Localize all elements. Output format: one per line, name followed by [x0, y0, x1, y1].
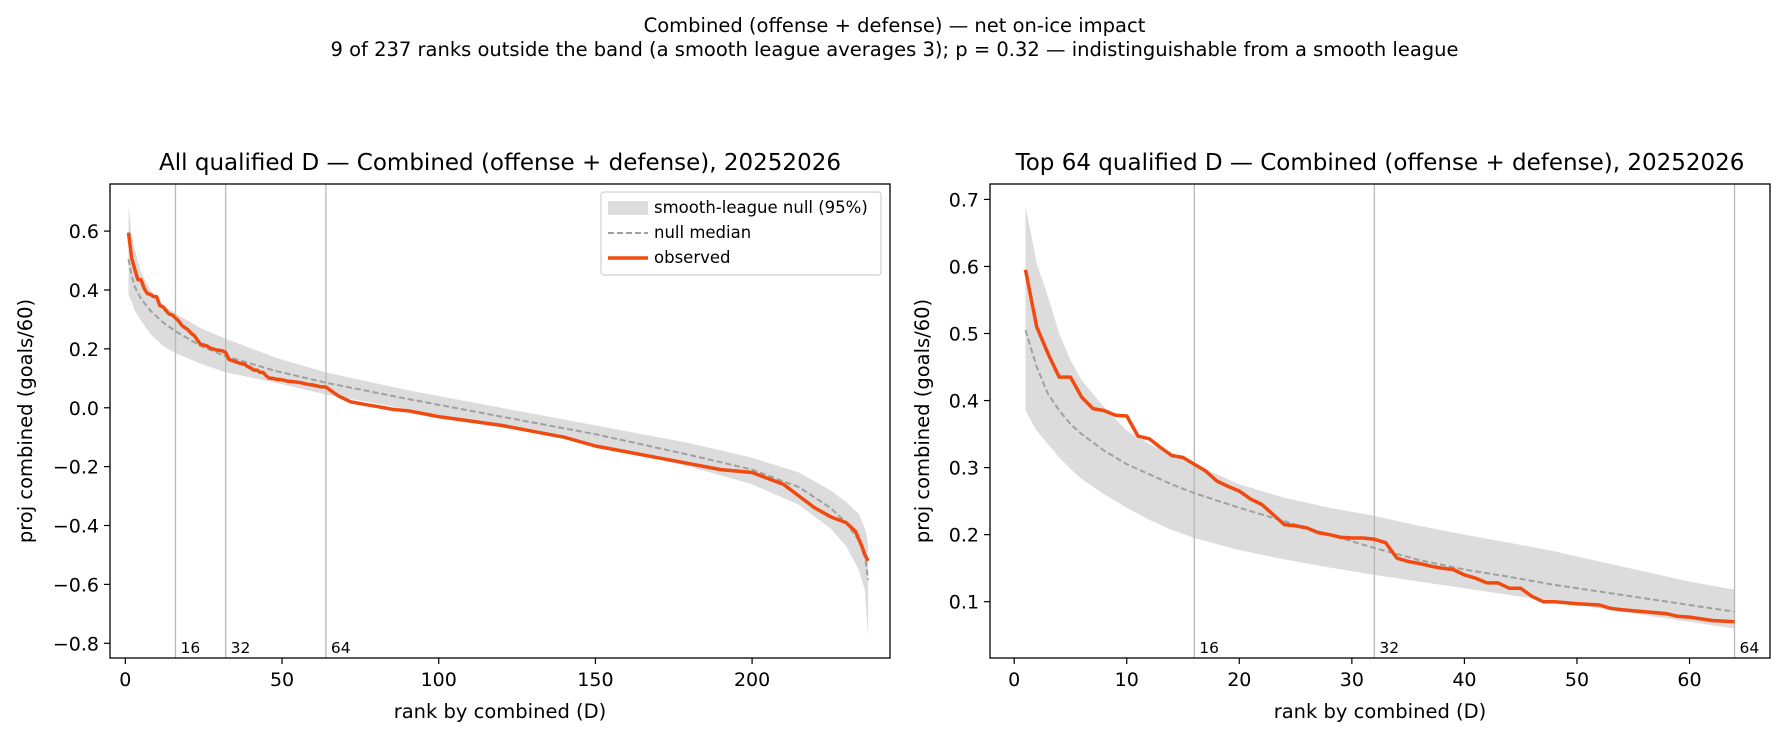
x-tick-label: 30 [1340, 669, 1364, 691]
panel-top-64: 16 32 64 0 10 20 30 40 50 60 0.1 0.2 0.3 0.4 0.5 0.6 0.… [911, 150, 1771, 723]
legend-observed-label: observed [654, 248, 731, 267]
y-tick-label: 0.5 [949, 324, 979, 346]
panel-title: Top 64 qualified D — Combined (offense +… [1015, 150, 1745, 176]
y-tick-label: 0.4 [949, 391, 979, 413]
x-tick-label: 10 [1115, 669, 1139, 691]
plot-frame [109, 183, 891, 659]
legend-frame [600, 191, 882, 276]
x-tick-label: 20 [1227, 669, 1251, 691]
x-tick-label: 60 [1677, 669, 1701, 691]
suptitle-line-1: Combined (offense + defense) — net on-ic… [643, 14, 1146, 37]
y-tick-label: 0.7 [949, 189, 979, 211]
x-tick-label: 0 [119, 669, 131, 691]
legend-band-label: smooth-league null (95%) [654, 198, 868, 217]
y-tick-label: −0.4 [53, 516, 99, 538]
null-band-group [1025, 206, 1735, 629]
y-tick-label: 0.1 [949, 592, 979, 614]
rank-line-label-32: 32 [1379, 639, 1399, 657]
legend: smooth-league null (95%) null median obs… [600, 191, 882, 276]
null-median-group [127, 258, 870, 581]
null-band-group [128, 204, 869, 638]
x-axis-label: rank by combined (D) [394, 700, 607, 723]
x-tick-label: 150 [577, 669, 613, 691]
suptitle-line-2: 9 of 237 ranks outside the band (a smoot… [330, 38, 1459, 61]
y-tick-label: 0.2 [69, 339, 99, 361]
plot-frame [989, 183, 1771, 659]
panel-title: All qualified D — Combined (offense + de… [159, 150, 841, 176]
null-median-group [1024, 329, 1735, 613]
legend-median-label: null median [654, 223, 751, 242]
null-median-line [1024, 329, 1735, 613]
observed-line [126, 232, 870, 562]
y-tick-label: −0.8 [53, 633, 99, 655]
rank-line-label-64: 64 [331, 639, 351, 657]
y-tick-label: 0.2 [949, 525, 979, 547]
rank-line-label-64: 64 [1740, 639, 1760, 657]
rank-line-label-16: 16 [1199, 639, 1219, 657]
x-axis-label: rank by combined (D) [1274, 700, 1487, 723]
figure-suptitle: Combined (offense + defense) — net on-ic… [0, 14, 1789, 62]
y-tick-label: 0.4 [69, 280, 99, 302]
observed-group [126, 232, 870, 562]
y-axis-label: proj combined (goals/60) [14, 299, 37, 543]
observed-group [1023, 269, 1735, 624]
x-tick-label: 200 [734, 669, 770, 691]
x-tick-label: 50 [1565, 669, 1589, 691]
y-axis-label: proj combined (goals/60) [911, 299, 934, 543]
axes-group: 0 50 100 150 200 −0.8 −0.6 −0.4 −0.2 0.0 0.2 0.4 0.6 [53, 183, 891, 691]
null-band [1025, 206, 1735, 629]
y-tick-label: 0.0 [69, 398, 99, 420]
y-tick-label: −0.6 [53, 574, 99, 596]
x-tick-label: 50 [270, 669, 294, 691]
axes-group: 0 10 20 30 40 50 60 0.1 0.2 0.3 0.4 0.5 0.6 0.7 [949, 183, 1771, 691]
rank-lines-group: 16 32 64 [174, 184, 351, 658]
y-tick-label: 0.6 [69, 221, 99, 243]
x-tick-label: 0 [1008, 669, 1020, 691]
legend-band-swatch [608, 201, 648, 215]
rank-line-label-16: 16 [180, 639, 200, 657]
rank-line-label-32: 32 [231, 639, 251, 657]
panel-all-qualified: 16 32 64 0 50 100 150 200 −0.8 −0.6 −0.4 −0.2 0.0 0.… [14, 150, 891, 723]
x-tick-label: 40 [1452, 669, 1476, 691]
rank-lines-group: 16 32 64 [1193, 184, 1760, 658]
y-tick-label: 0.6 [949, 256, 979, 278]
null-band [128, 204, 869, 638]
x-tick-label: 100 [421, 669, 457, 691]
null-median-line [127, 258, 870, 581]
y-tick-label: −0.2 [53, 457, 99, 479]
observed-line [1023, 269, 1735, 624]
y-tick-label: 0.3 [949, 458, 979, 480]
